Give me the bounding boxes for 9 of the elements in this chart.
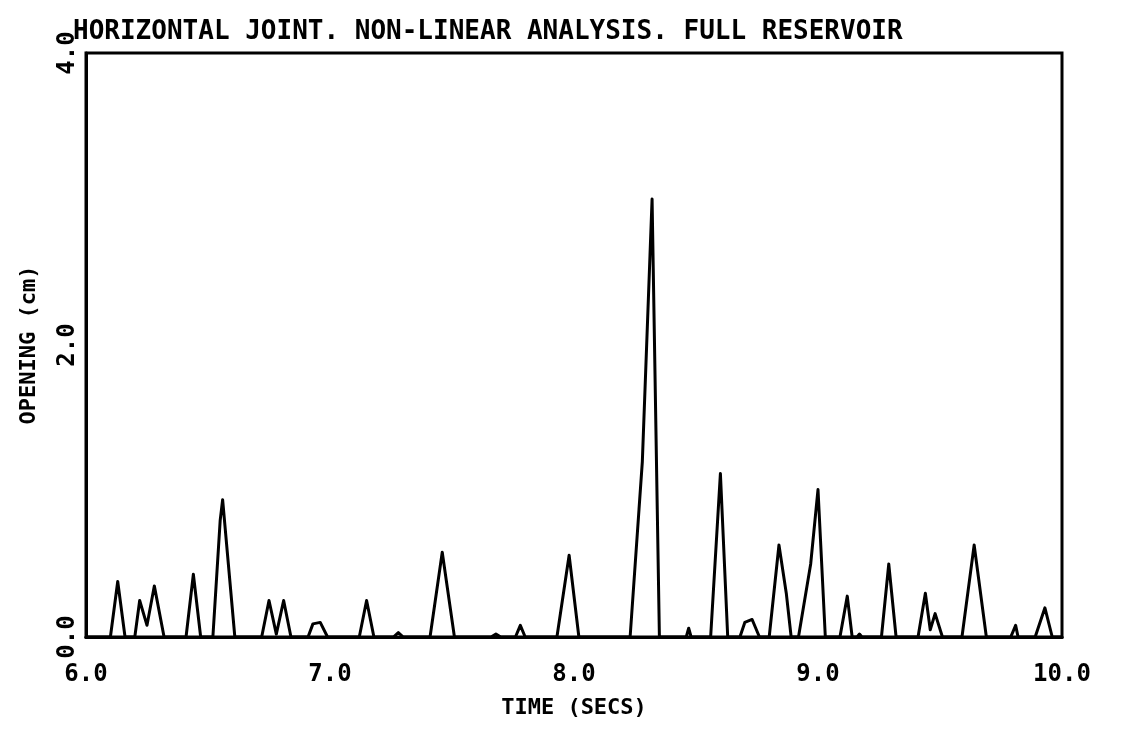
y-tick-label: 2.0 — [52, 323, 80, 367]
x-axis-title: TIME (SECS) — [501, 693, 647, 719]
x-tick-label: 7.0 — [308, 659, 352, 687]
x-tick-label: 9.0 — [796, 659, 840, 687]
y-axis-title: OPENING (cm) — [14, 265, 40, 425]
x-tick-label: 10.0 — [1033, 659, 1091, 687]
x-tick-label: 8.0 — [552, 659, 596, 687]
x-tick-label: 6.0 — [64, 659, 108, 687]
y-tick-label: 0.0 — [52, 615, 80, 659]
